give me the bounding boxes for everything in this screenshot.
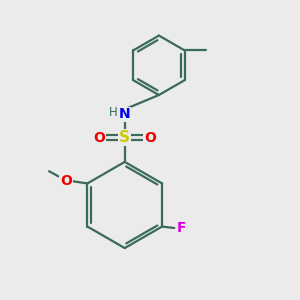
Text: S: S <box>119 130 130 145</box>
Text: N: N <box>119 107 130 121</box>
Text: H: H <box>109 106 117 119</box>
Text: O: O <box>144 130 156 145</box>
Text: F: F <box>177 221 186 235</box>
Text: O: O <box>60 174 72 188</box>
Text: O: O <box>94 130 105 145</box>
